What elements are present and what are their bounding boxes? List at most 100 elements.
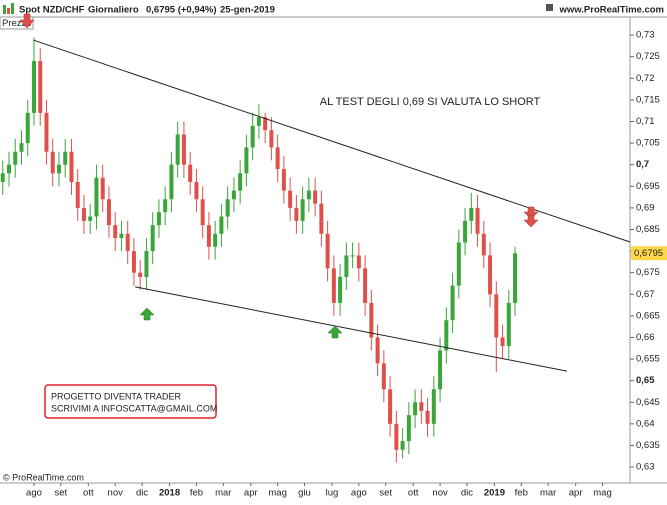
x-tick-label: nov (108, 488, 124, 499)
down-arrow (523, 214, 539, 228)
down-arrow (523, 206, 539, 220)
candle-body (331, 268, 336, 303)
source: www.ProRealTime.com (558, 5, 664, 16)
info-line: PROGETTO DIVENTA TRADER (51, 391, 182, 401)
info-box (44, 384, 217, 419)
candle-body (319, 203, 324, 234)
candle-body (194, 181, 199, 200)
candle-body (181, 134, 186, 165)
up-arrow (139, 307, 155, 321)
candle-body (38, 61, 43, 113)
annotation: AL TEST DEGLI 0,69 SI VALUTA LO SHORT (320, 96, 541, 108)
x-tick-label: mar (215, 488, 231, 499)
x-tick-label: 2019 (484, 488, 505, 499)
x-tick-label: 2018 (159, 488, 180, 499)
candle-body (463, 220, 468, 243)
y-tick-label: 0,675 (636, 267, 660, 278)
candle-body (188, 164, 193, 182)
candle-body (250, 125, 255, 148)
header-icon (7, 8, 10, 14)
y-tick-label: 0,72 (636, 73, 655, 84)
candle-body (413, 402, 418, 416)
x-tick-label: ott (83, 488, 94, 499)
candle-body (431, 389, 436, 424)
candle-body (25, 112, 30, 144)
candle-body (206, 225, 211, 247)
candle-body (281, 169, 286, 191)
candle-body (138, 272, 143, 277)
candle-body (456, 242, 461, 286)
symbol: Spot NZD/CHF (19, 5, 85, 16)
candle-body (469, 207, 474, 221)
candle-body (444, 320, 449, 351)
candle-body (388, 389, 393, 424)
candle-body (244, 147, 249, 174)
candle-body (313, 190, 318, 204)
candle-body (88, 216, 93, 221)
candle-body (406, 415, 411, 442)
candle-body (44, 112, 49, 152)
candle-body (394, 423, 399, 450)
quote: 0,6795 (+0,94%) (146, 5, 217, 16)
x-tick-label: mag (268, 488, 286, 499)
y-tick-label: 0,685 (636, 224, 660, 235)
candle-body (81, 207, 86, 221)
date: 25-gen-2019 (220, 5, 275, 16)
x-tick-label: mar (540, 488, 556, 499)
x-tick-label: feb (190, 488, 203, 499)
last-price-label: 0,6795 (634, 248, 663, 259)
y-tick-label: 0,7 (636, 159, 649, 170)
candle-body (513, 253, 518, 303)
y-tick-label: 0,73 (636, 30, 655, 41)
candle-body (375, 337, 380, 364)
candle-body (13, 151, 18, 165)
x-tick-label: mag (593, 488, 611, 499)
up-arrow (327, 325, 343, 339)
y-tick-label: 0,715 (636, 94, 660, 105)
footer: © ProRealTime.com (3, 472, 84, 482)
candle-body (50, 151, 55, 174)
candle-body (369, 302, 374, 338)
candle-body (19, 143, 24, 152)
candle-body (488, 255, 493, 295)
x-tick-label: giu (298, 488, 311, 499)
trendline (135, 286, 567, 372)
candle-body (94, 177, 99, 217)
candle-body (438, 350, 443, 390)
candle-body (150, 225, 155, 252)
y-tick-label: 0,69 (636, 202, 655, 213)
candle-body (419, 402, 424, 411)
candle-body (0, 173, 5, 182)
candle-body (363, 268, 368, 303)
x-tick-label: feb (515, 488, 528, 499)
y-tick-label: 0,71 (636, 116, 655, 127)
y-tick-label: 0,665 (636, 310, 660, 321)
x-tick-label: dic (461, 488, 473, 499)
header-icon (3, 5, 6, 14)
candle-body (125, 233, 130, 252)
candle-body (113, 225, 118, 239)
candle-body (169, 164, 174, 200)
y-tick-label: 0,65 (636, 375, 655, 386)
candle-body (325, 233, 330, 269)
candle-body (219, 216, 224, 234)
header-icon (546, 4, 553, 11)
candle-body (288, 190, 293, 208)
candle-body (6, 164, 11, 174)
candle-body (294, 207, 299, 221)
candle-body (69, 151, 74, 182)
candle-body (31, 61, 36, 113)
info-line: SCRIVIMI A INFOSCATTA@GMAIL.COM (51, 403, 217, 413)
candle-body (344, 255, 349, 277)
y-tick-label: 0,645 (636, 397, 660, 408)
x-tick-label: lug (326, 488, 339, 499)
candle-body (356, 255, 361, 269)
candle-body (106, 199, 111, 226)
candle-body (263, 117, 268, 131)
y-tick-label: 0,63 (636, 462, 655, 473)
candle-body (156, 212, 161, 226)
candle-body (481, 233, 486, 256)
candle-body (300, 199, 305, 221)
